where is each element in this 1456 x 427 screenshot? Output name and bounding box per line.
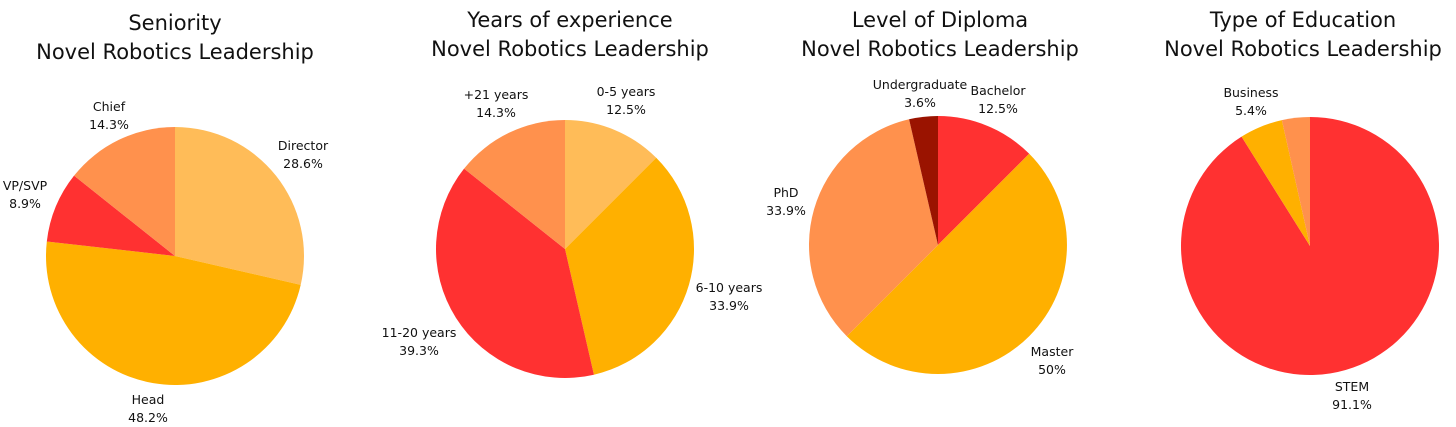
slice-label-master: Master 50% [1030, 344, 1074, 377]
chart-level-of-diploma: Level of Diploma Novel Robotics Leadersh… [766, 0, 1090, 422]
pie-slice-undergraduate [909, 116, 938, 245]
pie-slice-phd [808, 119, 938, 337]
pie-chart [1180, 117, 1439, 375]
chart-title: Level of Diploma Novel Robotics Leadersh… [790, 6, 1090, 64]
pie-slice-0-5-years [565, 120, 657, 249]
chart-type-of-education: Type of Education Novel Robotics Leaders… [1150, 0, 1456, 422]
slice-label-business: Business 5.4% [1223, 85, 1279, 118]
chart-title-line1: Type of Education [1209, 8, 1397, 32]
slice-label-bachelor: Bachelor 12.5% [970, 83, 1026, 116]
pie-slice-master [846, 153, 1067, 374]
slice-label-stem: STEM 91.1% [1332, 379, 1372, 412]
chart-seniority: Seniority Novel Robotics Leadership Dire… [0, 0, 350, 425]
chart-title-line2: Novel Robotics Leadership [36, 40, 314, 64]
slice-label-21-years: +21 years 14.3% [463, 87, 529, 120]
pie-chart [436, 119, 695, 378]
slice-label-0-5-years: 0-5 years 12.5% [596, 84, 656, 117]
slice-label-director: Director 28.6% [277, 138, 329, 171]
chart-years-of-experience: Years of experience Novel Robotics Leade… [370, 0, 770, 422]
slice-label-phd: PhD 33.9% [766, 185, 806, 218]
chart-title: Type of Education Novel Robotics Leaders… [1150, 6, 1456, 64]
pie-chart [45, 127, 304, 386]
pie-slice-vp-svp [46, 175, 175, 256]
pie-slice-chief [74, 127, 175, 256]
slice-label-head: Head 48.2% [128, 392, 168, 425]
chart-title-line2: Novel Robotics Leadership [801, 37, 1079, 61]
pie-chart [808, 116, 1067, 374]
pie-slice-bachelor [938, 116, 1030, 245]
pie-slice-director [175, 127, 304, 285]
pie-slice-21-years [464, 119, 565, 249]
pie-slice-11-20-years [436, 168, 594, 378]
chart-title-line1: Years of experience [467, 8, 673, 32]
pie-slice-6-10-years [565, 157, 695, 375]
pie-slice-other [1281, 117, 1310, 246]
slice-label-vp-svp: VP/SVP 8.9% [2, 178, 48, 211]
pie-slice-stem [1180, 117, 1439, 375]
chart-title-line2: Novel Robotics Leadership [431, 37, 709, 61]
chart-title-line1: Level of Diploma [851, 8, 1029, 32]
chart-title: Seniority Novel Robotics Leadership [0, 9, 350, 67]
slice-label-undergraduate: Undergraduate 3.6% [872, 77, 968, 110]
slice-label-11-20-years: 11-20 years 39.3% [381, 325, 457, 358]
slice-label-chief: Chief 14.3% [89, 99, 129, 132]
chart-title-line1: Seniority [128, 11, 222, 35]
slice-label-6-10-years: 6-10 years 33.9% [695, 280, 763, 313]
pie-slice-head [45, 241, 301, 386]
chart-title: Years of experience Novel Robotics Leade… [370, 6, 770, 64]
chart-title-line2: Novel Robotics Leadership [1164, 37, 1442, 61]
pie-slice-business [1241, 120, 1310, 246]
